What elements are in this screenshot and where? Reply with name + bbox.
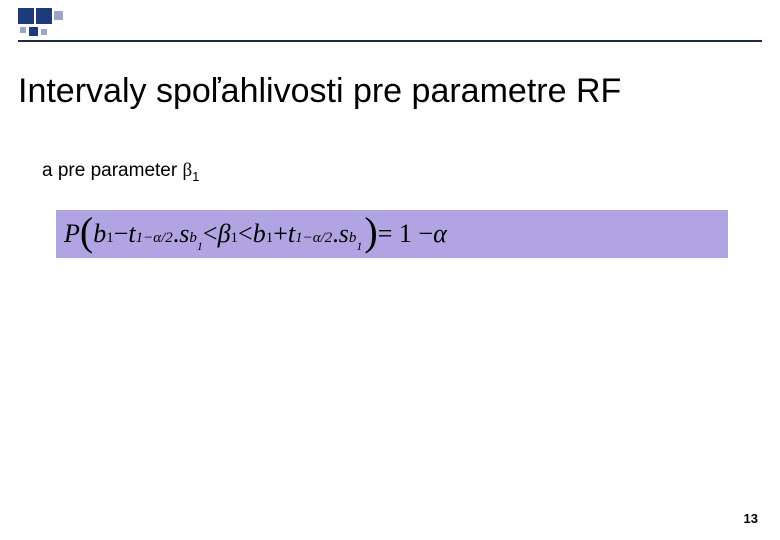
subtitle-text: a pre parameter — [42, 160, 182, 181]
deco-square — [54, 11, 63, 20]
s-sub: b1 — [189, 230, 203, 247]
sym-t: t — [288, 219, 295, 249]
plus: + — [273, 219, 288, 249]
beta-sub: 1 — [231, 230, 239, 247]
beta-subscript: 1 — [192, 169, 199, 184]
slide-subtitle: a pre parameter β1 — [42, 160, 199, 184]
sym-b: b — [253, 219, 266, 249]
sym-b: b — [93, 219, 106, 249]
lt: < — [238, 219, 253, 249]
page-number: 13 — [744, 511, 758, 526]
s-sub: b1 — [349, 230, 363, 247]
sub-1: 1 — [106, 230, 114, 247]
lt: < — [203, 219, 218, 249]
deco-square — [36, 8, 52, 24]
sub-1: 1 — [266, 230, 274, 247]
t-sub: 1−α/2 — [295, 230, 332, 247]
deco-square — [41, 29, 47, 35]
sym-s: s — [179, 219, 189, 249]
t-sub: 1−α/2 — [136, 230, 173, 247]
confidence-interval-formula: P(b1 − t1−α/2.sb1 < β1 < b1 + t1−α/2.sb1… — [64, 219, 447, 249]
deco-square — [20, 27, 26, 33]
deco-square — [18, 8, 34, 24]
header-rule — [18, 40, 762, 42]
minus: − — [114, 219, 129, 249]
sym-P: P — [64, 219, 80, 249]
sym-beta: β — [218, 219, 231, 249]
beta-symbol: β — [182, 160, 192, 181]
equals: = 1 − — [378, 219, 433, 249]
formula-highlight: P(b1 − t1−α/2.sb1 < β1 < b1 + t1−α/2.sb1… — [56, 210, 728, 258]
sym-alpha: α — [433, 219, 447, 249]
sym-s: s — [339, 219, 349, 249]
slide-title: Intervaly spoľahlivosti pre parametre RF — [18, 72, 621, 111]
deco-square — [29, 27, 38, 36]
sym-t: t — [128, 219, 135, 249]
